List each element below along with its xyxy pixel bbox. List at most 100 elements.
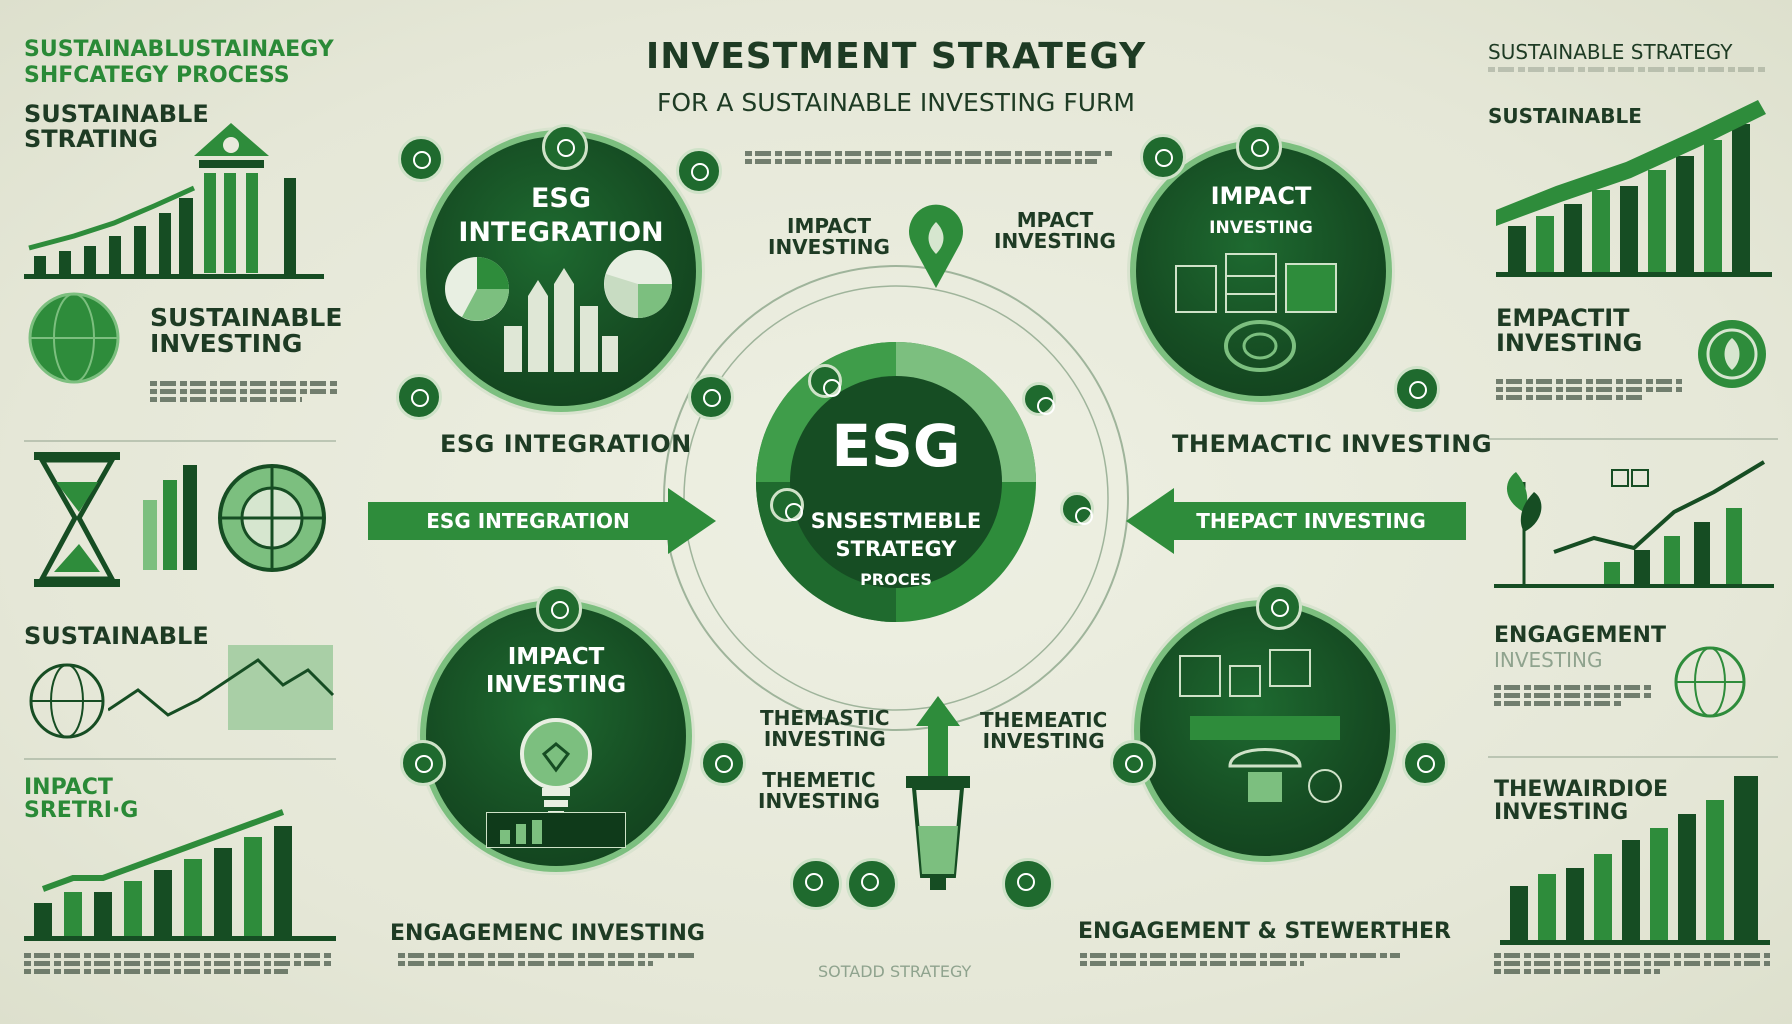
- floating-thematic-investing-c: THEMEATIC INVESTING: [980, 708, 1108, 753]
- header-text-block: [745, 148, 1115, 182]
- decor-icon-11: [700, 740, 746, 786]
- arrow-thepact-investing: THEPACT INVESTING: [1126, 488, 1466, 554]
- decor-icon-15: [790, 858, 842, 910]
- right-panel-title-shadow: [1488, 64, 1768, 98]
- esg-pie-chart-left: [445, 257, 509, 321]
- leaf-pin-icon: [909, 204, 963, 288]
- center-line-1: SNSESTMEBLE: [810, 509, 982, 533]
- left-growth-bar: [184, 859, 202, 936]
- decor-icon-13: [1110, 740, 1156, 786]
- engagement-factory-icon: [1179, 649, 1342, 803]
- decor-icon-1: [398, 136, 444, 182]
- left-growth-trend-line: [41, 809, 285, 892]
- center-esg-title: ESG: [831, 412, 961, 480]
- decor-icon-8: [1394, 366, 1440, 412]
- footer-center-label: SOTADD STRATEGY: [818, 962, 972, 981]
- floating-impact-investing-a: IMPACT INVESTING: [768, 214, 890, 259]
- arrow-esg-integration-label: ESG INTEGRATION: [426, 509, 630, 533]
- quadrant-impact-circle: IMPACT INVESTING: [1130, 140, 1392, 402]
- vial-arrow-icon: [906, 696, 970, 890]
- hourglass-icon: [34, 452, 120, 587]
- right-divider-2: [1488, 756, 1778, 758]
- left-panel-subtitle: SHFCATEGY PROCESS: [24, 63, 290, 88]
- decor-icon-5: [688, 374, 734, 420]
- left-line-chart: [108, 645, 335, 730]
- center-line-3: PROCES: [860, 570, 932, 589]
- decor-icon-16: [846, 858, 898, 910]
- page-subtitle: FOR A SUSTAINABLE INVESTING FURM: [656, 88, 1135, 117]
- decor-icon-12: [1256, 584, 1302, 630]
- footer-text-left: [398, 950, 698, 984]
- quadrant-impact-investing-circle: IMPACT INVESTING: [420, 600, 692, 872]
- floating-thematic-investing-a: THEMASTIC INVESTING: [760, 706, 890, 751]
- quadrant-impact-subtitle: INVESTING: [1209, 218, 1313, 238]
- decor-icon-9: [536, 586, 582, 632]
- decor-icon-17: [1002, 858, 1054, 910]
- right-section-4-title: THEWAIRDIOE INVESTING: [1494, 777, 1669, 826]
- dial-badge-icon-2: [1022, 382, 1056, 416]
- quadrant-impact-investing-title: IMPACT INVESTING: [485, 644, 627, 698]
- right-section-1-title: SUSTAINABLE: [1488, 104, 1642, 128]
- arrow-thepact-investing-label: THEPACT INVESTING: [1196, 509, 1426, 533]
- decor-icon-6: [1236, 124, 1282, 170]
- decor-icon-7: [1140, 134, 1186, 180]
- left-section-2-title: SUSTAINABLE INVESTING: [150, 303, 343, 359]
- lightbulb-icon: [520, 718, 592, 817]
- left-growth-bar-chart: [24, 809, 336, 941]
- right-section-3-subtitle: INVESTING: [1494, 648, 1603, 672]
- left-mini-bar-chart: [143, 465, 197, 570]
- decor-icon-4: [396, 374, 442, 420]
- right-growth-chart-2: [1494, 460, 1774, 588]
- right-growth-bar-chart-1: [1496, 100, 1772, 277]
- quadrant-engagement-stewardship-caption: ENGAGEMENT & STEWERTHER: [1078, 919, 1451, 944]
- decor-icon-3: [676, 148, 722, 194]
- bottom-left-chart-icon: [486, 812, 626, 848]
- right-footer-text: [1494, 950, 1770, 984]
- dial-badge-icon-1: [808, 364, 842, 398]
- left-growth-bar: [214, 848, 232, 936]
- right-panel-title: SUSTAINABLE STRATEGY: [1488, 40, 1733, 64]
- left-growth-bar: [154, 870, 172, 936]
- floating-impact-investing-b: MPACT INVESTING: [994, 208, 1116, 253]
- left-section-2-text: [150, 378, 340, 412]
- left-footer-text: [24, 950, 334, 984]
- impact-recycle-icon: [1224, 320, 1296, 372]
- center-line-2: STRATEGY: [835, 537, 957, 561]
- floating-thematic-investing-b: THEMETIC INVESTING: [758, 768, 880, 813]
- right-section-2-text: [1496, 376, 1682, 410]
- footer-text-right: [1080, 950, 1400, 984]
- left-target-icon: [218, 464, 326, 572]
- right-section-3-title: ENGAGEMENT: [1494, 623, 1666, 648]
- left-section-4-title: INPACT SRETRI·G: [24, 775, 139, 824]
- quadrant-engagement-circle: [1134, 600, 1396, 862]
- right-section-3-text: [1494, 682, 1654, 716]
- dial-badge-icon-3: [770, 488, 804, 522]
- left-divider-1: [24, 440, 336, 442]
- left-section-3-title: SUSTAINABLE: [24, 622, 209, 650]
- arrow-esg-integration: ESG INTEGRATION: [368, 488, 716, 554]
- quadrant-esg-integration-title: ESG INTEGRATION: [458, 183, 664, 248]
- decor-icon-2: [542, 124, 588, 170]
- dial-badge-icon-4: [1060, 492, 1094, 526]
- left-panel-title: SUSTAINABLUSTAINAEGY: [24, 37, 334, 62]
- quadrant-esg-integration-caption: ESG INTEGRATION: [440, 430, 692, 458]
- impact-buildings-icon: [1175, 253, 1337, 313]
- left-growth-baseline: [24, 936, 336, 941]
- left-growth-bar: [94, 892, 112, 936]
- quadrant-esg-integration-circle: ESG INTEGRATION: [420, 130, 702, 412]
- left-growth-bar: [124, 881, 142, 936]
- right-growth-bar-chart-3: [1500, 776, 1770, 945]
- page-title: INVESTMENT STRATEGY: [645, 36, 1147, 77]
- esg-city-icon: [504, 268, 618, 372]
- quadrant-engagement-investing-caption: ENGAGEMENC INVESTING: [390, 921, 705, 946]
- left-globe-icon: [28, 292, 120, 384]
- left-growth-bar: [64, 892, 82, 936]
- left-growth-bar: [274, 826, 292, 936]
- left-growth-bar: [244, 837, 262, 936]
- left-divider-2: [24, 758, 336, 760]
- right-leaf-badge-icon: [1698, 320, 1766, 388]
- left-section-1-title: SUSTAINABLE STRATING: [24, 100, 209, 154]
- right-section-2-title: EMPACTIT INVESTING: [1496, 304, 1643, 358]
- quadrant-impact-title: IMPACT: [1210, 182, 1312, 210]
